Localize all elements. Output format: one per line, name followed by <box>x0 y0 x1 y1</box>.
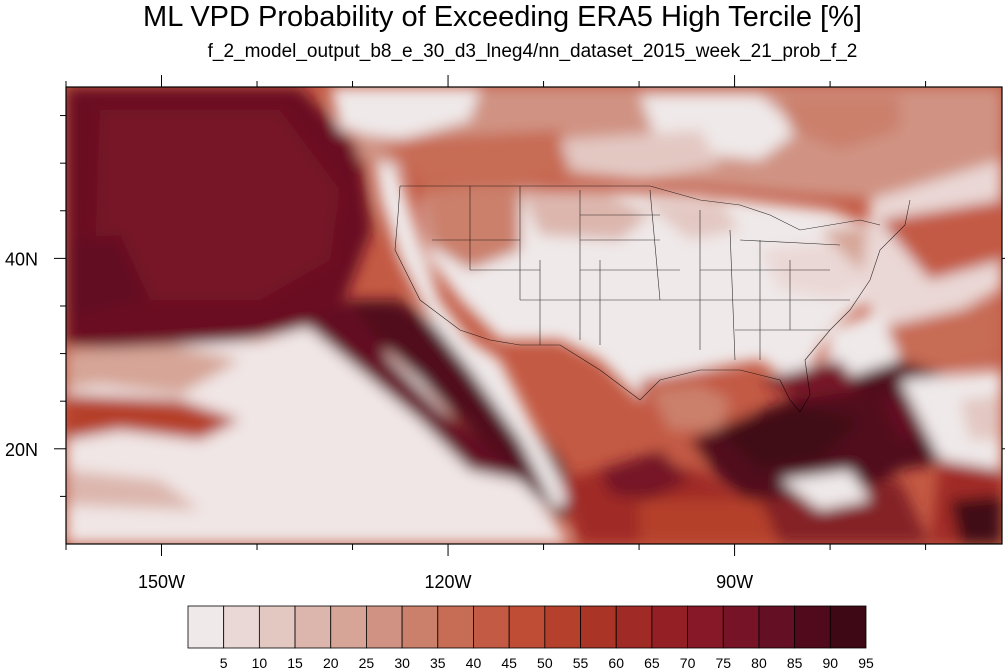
map-title: ML VPD Probability of Exceeding ERA5 Hig… <box>143 1 862 33</box>
colorbar-label: 55 <box>573 655 589 671</box>
colorbar-swatch <box>437 605 474 649</box>
colorbar-swatch <box>508 605 546 649</box>
colorbar: 5 10 15 20 25 30 35 40 45 50 55 60 65 70 75 80 85 90 95 <box>187 605 874 671</box>
map-frame <box>65 86 1003 545</box>
colorbar-label: 5 <box>220 655 228 671</box>
colorbar-label: 85 <box>787 655 803 671</box>
colorbar-label: 20 <box>323 655 339 671</box>
colorbar-swatch <box>294 605 332 649</box>
colorbar-label: 60 <box>608 655 624 671</box>
colorbar-swatch <box>366 605 403 649</box>
colorbar-swatch <box>401 605 439 649</box>
colorbar-swatch <box>794 605 831 649</box>
colorbar-label: 30 <box>394 655 410 671</box>
lon-tick-label: 120W <box>425 572 472 592</box>
colorbar-label: 75 <box>715 655 731 671</box>
probability-field <box>66 87 1002 544</box>
colorbar-label: 25 <box>359 655 375 671</box>
political-boundaries <box>394 185 911 413</box>
colorbar-swatch <box>687 605 724 649</box>
colorbar-swatch <box>758 605 796 649</box>
map-ticks <box>54 75 1005 556</box>
colorbar-label: 35 <box>430 655 446 671</box>
colorbar-label: 45 <box>501 655 517 671</box>
lon-tick-label: 150W <box>138 572 185 592</box>
colorbar-swatch <box>615 605 653 649</box>
colorbar-label: 80 <box>751 655 767 671</box>
colorbar-swatch <box>722 605 760 649</box>
colorbar-label: 50 <box>537 655 553 671</box>
lon-tick-label: 90W <box>716 572 753 592</box>
colorbar-swatch <box>473 605 510 649</box>
colorbar-label: 90 <box>823 655 839 671</box>
colorbar-label: 10 <box>252 655 268 671</box>
colorbar-swatch <box>829 605 867 649</box>
lat-tick-label: 20N <box>5 440 38 460</box>
lat-tick-label: 40N <box>5 249 38 269</box>
colorbar-label: 70 <box>680 655 696 671</box>
colorbar-swatch <box>187 605 225 649</box>
colorbar-swatch <box>580 605 617 649</box>
colorbar-label: 40 <box>466 655 482 671</box>
colorbar-label: 15 <box>287 655 303 671</box>
colorbar-label: 65 <box>644 655 660 671</box>
map-tick-labels: 150W 120W 90W 40N 20N <box>5 249 753 592</box>
colorbar-swatch <box>330 605 367 649</box>
colorbar-label: 95 <box>858 655 874 671</box>
colorbar-swatch <box>223 605 260 649</box>
colorbar-swatch <box>258 605 296 649</box>
colorbar-swatch <box>544 605 581 649</box>
colorbar-swatch <box>651 605 688 649</box>
map-subtitle: f_2_model_output_b8_e_30_d3_lneg4/nn_dat… <box>207 41 858 62</box>
